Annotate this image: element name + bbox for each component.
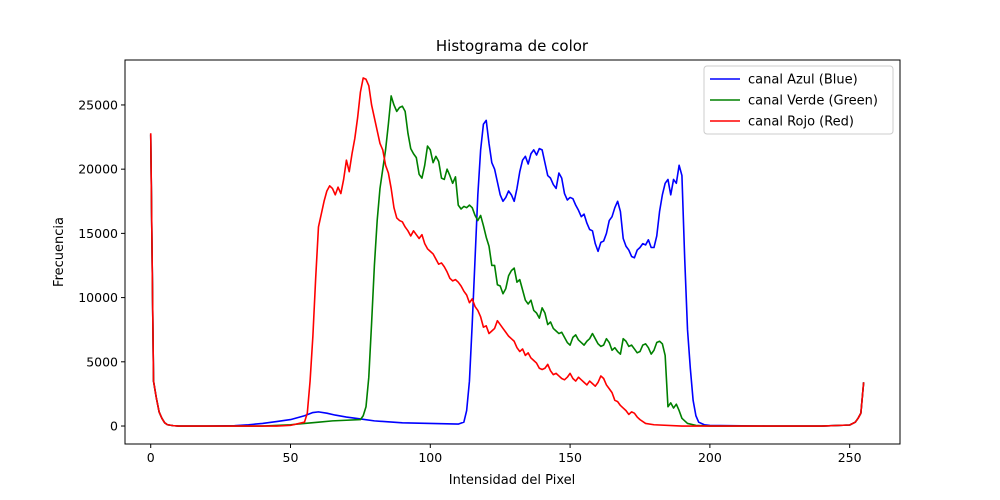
x-axis-ticks: 0 50 100 150 200 250 — [147, 444, 862, 465]
legend-label-2: canal Rojo (Red) — [748, 115, 854, 130]
chart-title: Histograma de color — [436, 37, 589, 55]
legend-label-1: canal Verde (Green) — [748, 94, 878, 109]
y-tick-label: 5000 — [86, 354, 118, 369]
x-tick-label: 150 — [558, 450, 582, 465]
y-tick-label: 25000 — [78, 97, 118, 112]
y-tick-label: 0 — [110, 419, 118, 434]
legend-label-0: canal Azul (Blue) — [748, 73, 858, 88]
plot-frame — [124, 59, 901, 445]
x-axis-label: Intensidad del Pixel — [449, 473, 575, 488]
y-tick-label: 10000 — [78, 290, 118, 305]
series-line-1 — [149, 95, 865, 427]
series-line-0 — [149, 119, 865, 427]
legend-box — [703, 65, 894, 135]
series-line-2 — [149, 77, 865, 427]
legend: canal Azul (Blue) canal Verde (Green) cana… — [703, 65, 894, 135]
series-layer — [149, 77, 865, 427]
x-tick-label: 250 — [838, 450, 862, 465]
x-tick-label: 100 — [418, 450, 442, 465]
x-tick-label: 200 — [698, 450, 722, 465]
x-tick-label: 0 — [147, 450, 155, 465]
y-tick-label: 15000 — [78, 226, 118, 241]
y-tick-label: 20000 — [78, 162, 118, 177]
y-axis-ticks: 0 5000 10000 15000 20000 25000 — [78, 97, 125, 434]
y-axis-label: Frecuencia — [52, 217, 67, 287]
x-tick-label: 50 — [283, 450, 299, 465]
